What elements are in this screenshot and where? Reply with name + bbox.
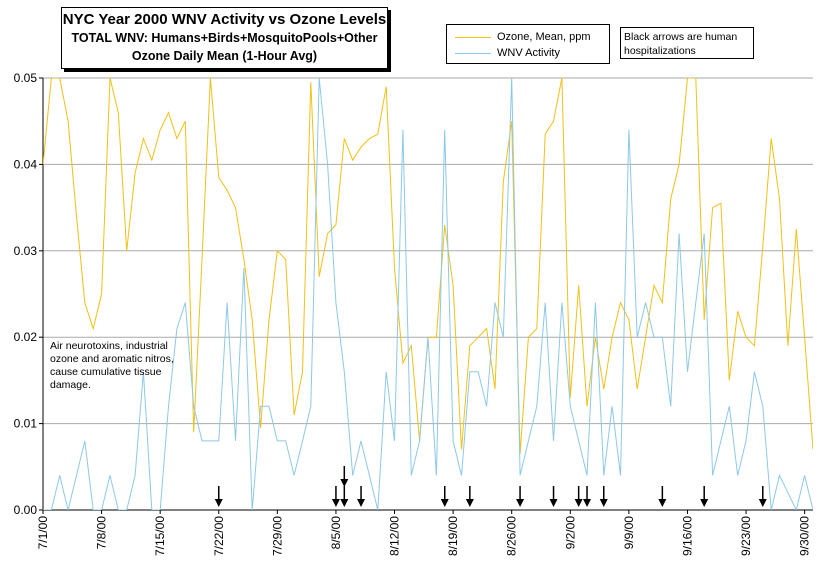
- series-lines: [43, 78, 813, 510]
- hospitalization-arrow: [599, 486, 608, 507]
- chart-subtitle-wnv: TOTAL WNV: Humans+Birds+MosquitoPools+Ot…: [71, 31, 378, 45]
- hospitalization-arrow: [516, 486, 525, 507]
- y-tick-label: 0.00: [14, 503, 38, 517]
- y-tick-label: 0.03: [14, 244, 38, 258]
- hospitalization-arrow: [465, 486, 474, 507]
- hospitalization-arrow: [549, 486, 558, 507]
- hospitalization-arrow: [700, 486, 709, 507]
- axes: [39, 77, 813, 514]
- arrow-note: Black arrows are human hospitalizations: [620, 27, 754, 59]
- y-tick-label: 0.01: [14, 417, 38, 431]
- arrow-head: [758, 499, 767, 507]
- hospitalization-arrow: [214, 486, 223, 507]
- chart-title: NYC Year 2000 WNV Activity vs Ozone Leve…: [62, 11, 387, 28]
- legend-swatch-ozone: [455, 36, 491, 38]
- legend-item-ozone: Ozone, Mean, ppm: [455, 30, 591, 44]
- x-tick-label: 7/29/00: [270, 516, 284, 556]
- y-tick-label: 0.05: [14, 71, 38, 85]
- neurotoxin-annotation: Air neurotoxins, industrial ozone and ar…: [50, 340, 174, 391]
- y-tick-label: 0.02: [14, 330, 38, 344]
- x-tick-label: 8/5/00: [329, 516, 343, 550]
- hospitalization-arrow: [583, 486, 592, 507]
- ozone-series-line: [43, 78, 813, 454]
- legend-item-wnv: WNV Activity: [455, 46, 560, 60]
- legend-label-ozone: Ozone, Mean, ppm: [497, 31, 591, 43]
- arrow-head: [357, 499, 366, 507]
- tick-labels: 0.00 0.01 0.02 0.03 0.04 0.05 7/1/00 7/8/00 7/15…: [14, 71, 812, 556]
- chart-subtitle-ozone: Ozone Daily Mean (1-Hour Avg): [131, 49, 318, 63]
- hospitalization-arrow: [340, 466, 349, 487]
- arrow-head: [658, 499, 667, 507]
- hospitalization-arrow: [574, 486, 583, 507]
- x-tick-label: 8/26/00: [505, 516, 519, 556]
- hospitalization-arrow: [658, 486, 667, 507]
- arrow-head: [340, 499, 349, 507]
- grid-lines: [43, 77, 813, 425]
- wnv-series-line: [43, 78, 813, 510]
- x-tick-label: 9/2/00: [563, 516, 577, 550]
- x-tick-label: 9/23/00: [739, 516, 753, 556]
- hospitalization-arrows: [214, 466, 767, 507]
- arrow-head: [549, 499, 558, 507]
- hospitalization-arrow: [357, 486, 366, 507]
- legend-swatch-wnv: [455, 52, 491, 54]
- x-tick-label: 8/19/00: [446, 516, 460, 556]
- x-tick-label: 9/30/00: [798, 516, 812, 556]
- arrow-head: [440, 499, 449, 507]
- x-tick-label: 9/9/00: [622, 516, 636, 550]
- hospitalization-arrow: [340, 486, 349, 507]
- arrow-head: [340, 479, 349, 487]
- arrow-head: [574, 499, 583, 507]
- x-tick-label: 9/16/00: [680, 516, 694, 556]
- y-tick-label: 0.04: [14, 157, 38, 171]
- arrow-head: [214, 499, 223, 507]
- arrow-head: [516, 499, 525, 507]
- legend-label-wnv: WNV Activity: [497, 47, 560, 59]
- arrow-head: [599, 499, 608, 507]
- hospitalization-arrow: [758, 486, 767, 507]
- arrow-head: [583, 499, 592, 507]
- x-tick-label: 7/22/00: [212, 516, 226, 556]
- x-tick-label: 7/1/00: [36, 516, 50, 550]
- legend: Ozone, Mean, ppm WNV Activity: [446, 24, 610, 64]
- arrow-head: [331, 499, 340, 507]
- arrow-head: [465, 499, 474, 507]
- x-tick-label: 8/12/00: [388, 516, 402, 556]
- x-tick-label: 7/8/00: [95, 516, 109, 550]
- chart-title-box: NYC Year 2000 WNV Activity vs Ozone Leve…: [61, 7, 388, 69]
- hospitalization-arrow: [331, 486, 340, 507]
- hospitalization-arrow: [440, 486, 449, 507]
- x-tick-label: 7/15/00: [153, 516, 167, 556]
- arrow-head: [700, 499, 709, 507]
